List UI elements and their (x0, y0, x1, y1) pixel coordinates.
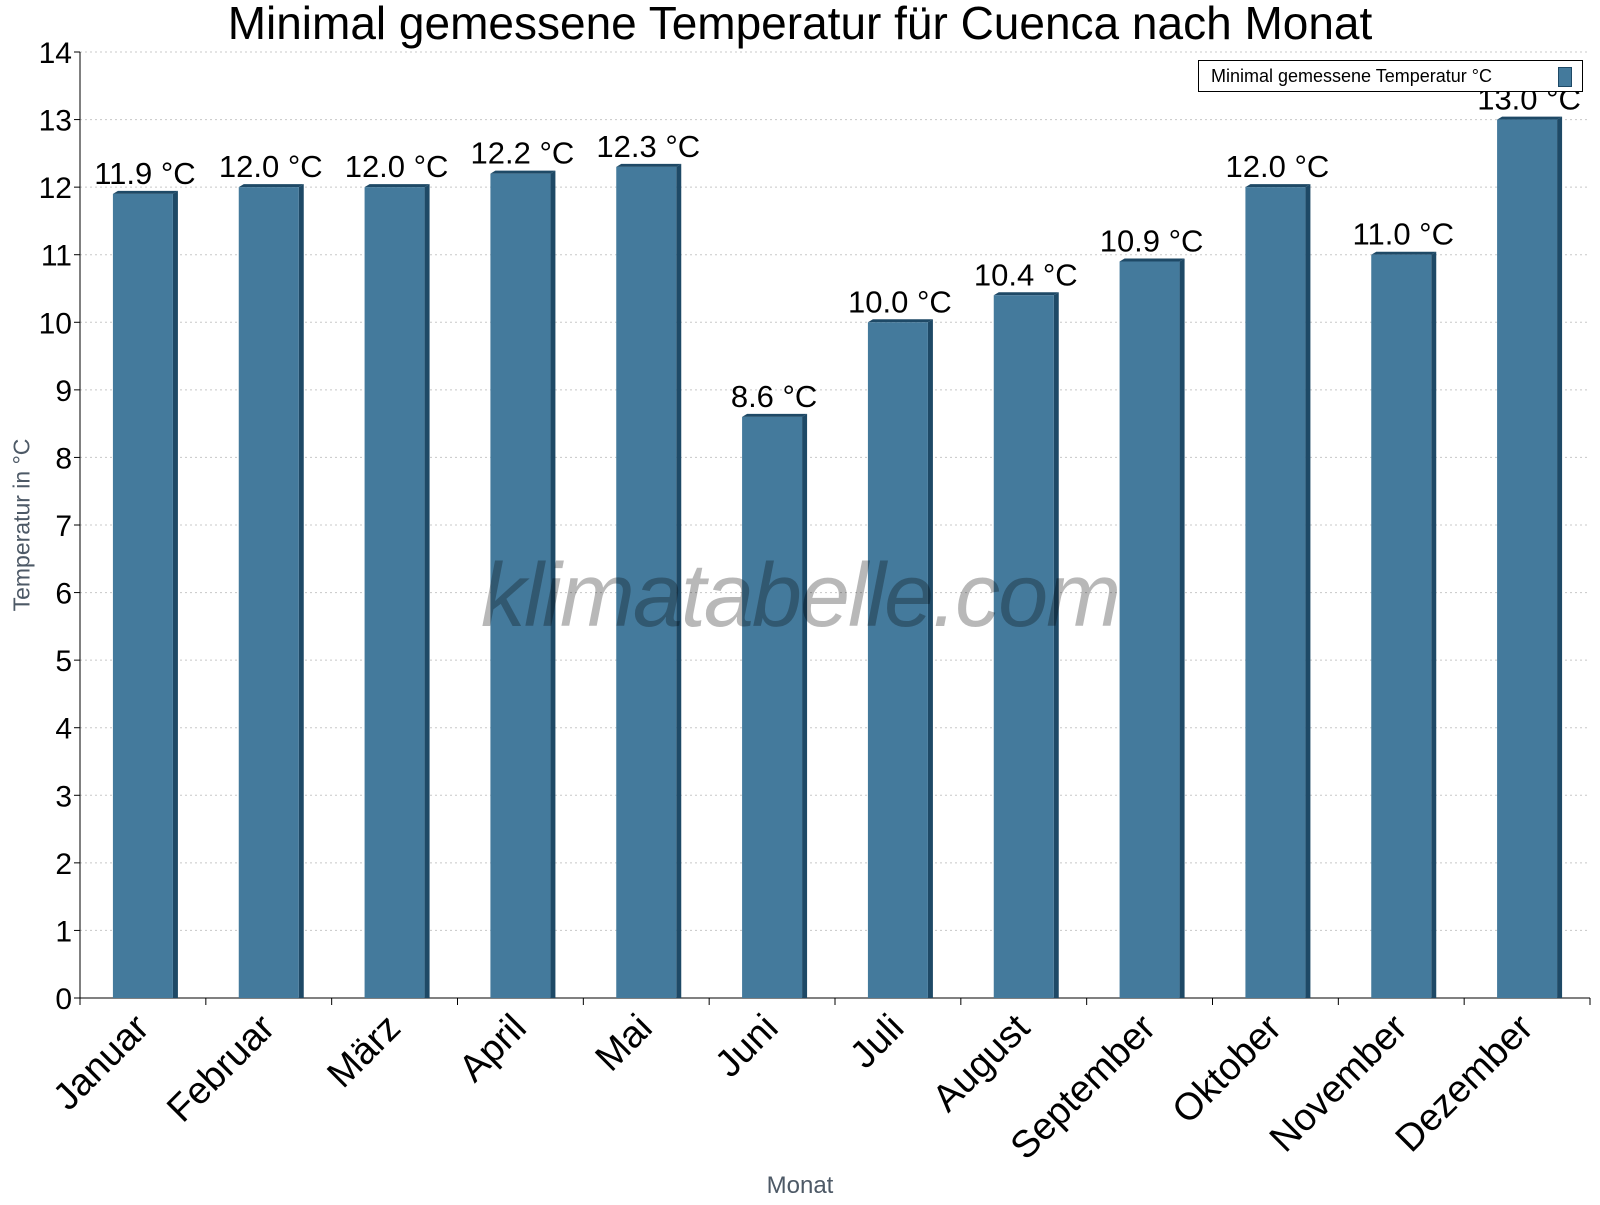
data-label: 10.0 °C (848, 284, 952, 319)
bar (1119, 261, 1180, 998)
data-label: 12.0 °C (345, 149, 449, 184)
bar (490, 173, 551, 999)
bar-side (802, 413, 808, 998)
bar-top (364, 184, 430, 188)
bar-side (550, 170, 556, 999)
x-tick-label: August (925, 1006, 1039, 1120)
chart-title: Minimal gemessene Temperatur für Cuenca … (227, 0, 1373, 49)
x-tick-label: Oktober (1165, 1006, 1291, 1132)
x-tick-label: November (1262, 1006, 1416, 1160)
x-axis-label: Monat (766, 1172, 834, 1199)
x-tick-label: Februar (159, 1006, 283, 1130)
data-label: 10.9 °C (1100, 223, 1204, 258)
legend-label: Minimal gemessene Temperatur °C (1211, 66, 1492, 86)
y-tick-label: 4 (55, 713, 72, 746)
bar-side (1557, 116, 1563, 999)
bar (616, 166, 677, 998)
y-tick-label: 11 (41, 240, 72, 273)
bar-side (927, 319, 933, 998)
data-label: 12.2 °C (471, 136, 575, 171)
data-label: 10.4 °C (974, 257, 1078, 292)
bar-top (993, 292, 1059, 296)
bar-top (1245, 184, 1311, 188)
y-axis-label: Temperatur in °C (8, 438, 35, 612)
data-label: 12.0 °C (1226, 149, 1330, 184)
bar-top (1119, 258, 1185, 262)
bar-side (424, 184, 430, 999)
x-tick-label: März (320, 1007, 409, 1096)
bar (1245, 187, 1306, 999)
y-tick-label: 10 (39, 307, 72, 340)
legend: Minimal gemessene Temperatur °C (1198, 60, 1583, 92)
x-tick-label: Mai (588, 1007, 661, 1080)
bar (112, 193, 173, 998)
data-label: 11.9 °C (94, 156, 195, 191)
y-tick-label: 9 (55, 375, 72, 408)
y-tick-label: 8 (55, 442, 72, 475)
bar-side (676, 163, 682, 998)
data-label: 12.3 °C (596, 129, 700, 164)
y-tick-label: 13 (39, 105, 72, 138)
legend-swatch (1558, 67, 1572, 87)
bar (364, 187, 425, 999)
bar-side (298, 184, 304, 999)
y-tick-label: 0 (55, 983, 72, 1016)
bar-top (238, 184, 304, 188)
bar-side (1053, 292, 1059, 998)
bar-side (1431, 251, 1437, 998)
bar-top (1371, 251, 1437, 255)
x-tick-label: April (451, 1007, 534, 1090)
y-tick-label: 14 (39, 37, 72, 70)
y-tick-label: 1 (55, 915, 72, 948)
data-label: 11.0 °C (1353, 217, 1454, 252)
bar-top (867, 319, 933, 323)
y-tick-label: 5 (55, 645, 72, 678)
bar-top (490, 170, 556, 174)
bar-top (616, 163, 682, 167)
bar (1371, 254, 1432, 998)
y-tick-label: 7 (55, 510, 72, 543)
bar-side (172, 190, 178, 998)
y-tick-label: 2 (55, 848, 72, 881)
y-tick-label: 6 (55, 578, 72, 611)
bar-top (742, 413, 808, 417)
bar-side (1179, 258, 1185, 998)
y-tick-label: 12 (39, 172, 72, 205)
bar (993, 295, 1054, 998)
bar (1497, 119, 1558, 999)
x-tick-label: Juli (842, 1007, 912, 1077)
bar-side (1305, 184, 1311, 999)
bar (238, 187, 299, 999)
x-tick-label: Januar (45, 1006, 157, 1118)
bar-top (1497, 116, 1563, 120)
bar-top (112, 190, 178, 194)
x-tick-label: Juni (707, 1007, 786, 1086)
data-label: 12.0 °C (219, 149, 323, 184)
y-tick-label: 3 (55, 780, 72, 813)
bar (742, 416, 803, 998)
bar (867, 322, 928, 998)
x-tick-label: Dezember (1388, 1006, 1542, 1160)
data-label: 8.6 °C (731, 379, 818, 414)
